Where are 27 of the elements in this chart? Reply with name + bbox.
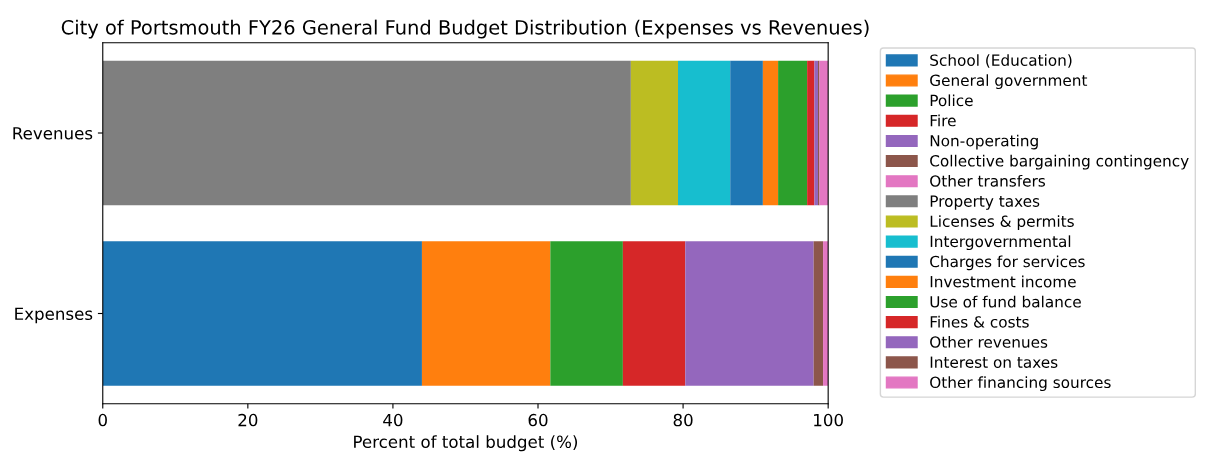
legend-label: School (Education)	[930, 54, 1072, 68]
legend-label: Investment income	[930, 275, 1076, 288]
x-axis-title: Percent of total budget (%)	[354, 435, 578, 452]
legend-label: Property taxes	[930, 195, 1040, 210]
legend-label: Intergovernmental	[930, 235, 1071, 251]
legend-label: Collective bargaining contingency	[930, 154, 1189, 170]
y-tick-label: Revenues	[13, 127, 93, 140]
x-tick-label: 20	[238, 413, 258, 427]
legend-label: Fines & costs	[930, 315, 1029, 328]
legend-label: Other financing sources	[930, 376, 1111, 392]
legend-label: General government	[930, 74, 1088, 90]
x-tick-label: 100	[814, 413, 843, 427]
legend-label: Fire	[930, 114, 956, 127]
legend-label: Non-operating	[930, 134, 1038, 150]
x-tick-label: 40	[383, 413, 403, 427]
legend-label: Other revenues	[930, 335, 1048, 348]
legend-label: Police	[930, 94, 973, 107]
chart-title: City of Portsmouth FY26 General Fund Budget Distribution (Expenses vs Revenues)	[61, 19, 869, 39]
x-tick-label: 0	[98, 413, 107, 427]
x-tick-label: 60	[528, 413, 548, 427]
x-tick-label: 80	[673, 413, 693, 427]
legend-label: Interest on taxes	[930, 356, 1058, 368]
legend-label: Other transfers	[930, 174, 1046, 187]
legend-label: Licenses & permits	[930, 215, 1074, 230]
y-tick-label: Expenses	[15, 307, 93, 324]
legend-label: Use of fund balance	[930, 295, 1081, 308]
legend-label: Charges for services	[930, 255, 1085, 271]
